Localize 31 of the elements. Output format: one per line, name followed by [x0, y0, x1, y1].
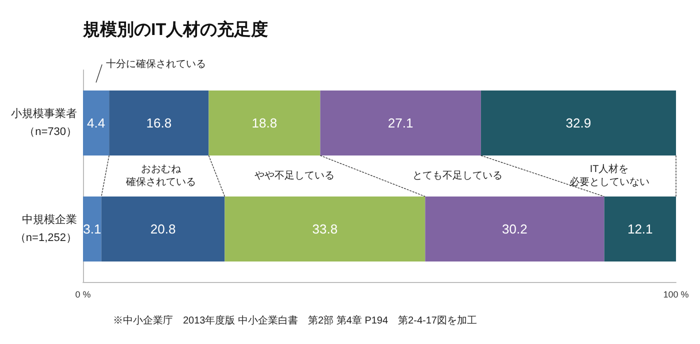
text: ※中小企業庁 2013年度版 中小企業白書 第2部 第4章 P194 第2-4-17図を加工	[113, 314, 477, 326]
data-label: 12.1	[627, 222, 653, 236]
data-label: 27.1	[388, 116, 414, 130]
bar	[83, 196, 102, 262]
bar	[480, 90, 676, 156]
text: 十分に確保されている	[106, 58, 206, 70]
bar	[320, 90, 481, 156]
x-tick-label: 0 %	[75, 290, 91, 300]
y-tick-label: 中規模企業（n=1,252）	[14, 213, 77, 244]
data-label: 33.8	[312, 222, 338, 236]
series-label: とても不足している	[412, 170, 503, 182]
data-label: 18.8	[252, 116, 278, 130]
data-label: 4.4	[87, 116, 106, 130]
data-label: 3.1	[83, 222, 102, 236]
data-label: 20.8	[150, 222, 176, 236]
y-tick-label: 小規模事業者（n=730）	[11, 107, 77, 138]
series-label: やや不足している	[254, 170, 335, 182]
bar	[224, 196, 426, 262]
bar	[109, 90, 209, 156]
series-label: IT人材を必要としていない	[569, 163, 650, 188]
data-label: 32.9	[566, 116, 592, 130]
data-label: 16.8	[146, 116, 172, 130]
x-tick-label: 100 %	[663, 290, 689, 300]
data-label: 30.2	[502, 222, 528, 236]
bar	[101, 196, 225, 262]
chart-title: 規模別のIT人材の充足度	[82, 20, 268, 39]
series-label: おおむね確保されている	[124, 164, 196, 188]
bar	[208, 90, 320, 156]
bar	[604, 196, 676, 262]
bar	[83, 90, 110, 156]
bar	[425, 196, 604, 262]
